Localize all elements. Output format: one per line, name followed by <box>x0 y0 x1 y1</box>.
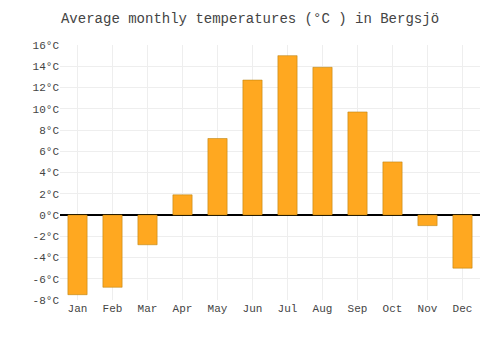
svg-text:2°C: 2°C <box>39 189 59 201</box>
svg-text:Dec: Dec <box>453 303 473 315</box>
svg-text:Aug: Aug <box>313 303 333 315</box>
svg-text:Jan: Jan <box>68 303 88 315</box>
svg-text:Mar: Mar <box>138 303 158 315</box>
svg-text:-4°C: -4°C <box>33 252 60 264</box>
svg-text:4°C: 4°C <box>39 167 59 179</box>
svg-text:Sep: Sep <box>348 303 368 315</box>
svg-text:Average monthly temperatures (: Average monthly temperatures (°C ) in Be… <box>61 11 439 27</box>
svg-text:6°C: 6°C <box>39 146 59 158</box>
svg-text:12°C: 12°C <box>33 82 60 94</box>
svg-text:-2°C: -2°C <box>33 231 60 243</box>
svg-text:8°C: 8°C <box>39 125 59 137</box>
svg-text:10°C: 10°C <box>33 104 60 116</box>
svg-text:16°C: 16°C <box>33 40 60 52</box>
svg-text:Oct: Oct <box>383 303 403 315</box>
svg-text:-6°C: -6°C <box>33 274 60 286</box>
svg-text:14°C: 14°C <box>33 61 60 73</box>
svg-text:-8°C: -8°C <box>33 295 60 307</box>
svg-text:0°C: 0°C <box>39 210 59 222</box>
svg-text:Apr: Apr <box>173 303 193 315</box>
svg-text:Feb: Feb <box>103 303 123 315</box>
svg-text:Jul: Jul <box>278 303 298 315</box>
svg-text:May: May <box>208 303 228 315</box>
svg-text:Nov: Nov <box>418 303 438 315</box>
svg-text:Jun: Jun <box>243 303 263 315</box>
